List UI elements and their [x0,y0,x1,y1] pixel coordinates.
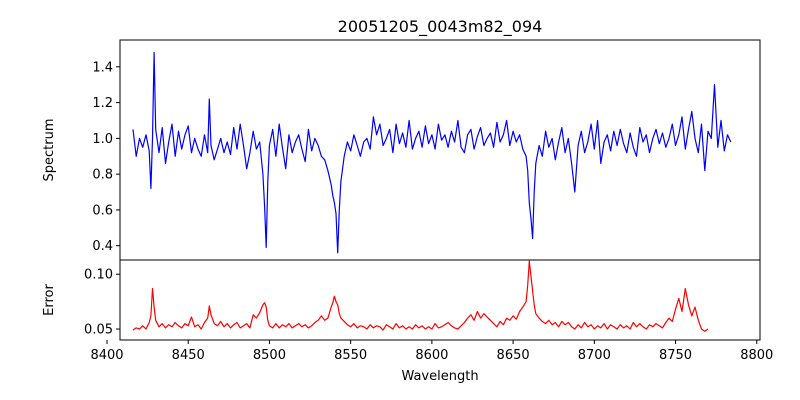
spectrum-y-tick-label: 0.8 [92,168,113,183]
spectrum-panel: 0.4 0.6 0.8 1.0 1.2 1.4 Spectrum [42,39,761,261]
x-axis-label: Wavelength [401,369,478,384]
error-y-tick-label: 0.05 [84,323,113,338]
spectrum-y-tick-label: 0.4 [92,239,113,254]
error-y-label: Error [42,284,57,316]
error-y-axis: 0.05 0.10 [84,268,120,338]
wavelength-x-axis: 8400 8450 8500 8550 8600 8650 8700 8750 8800 [90,340,773,363]
spectrum-y-tick-label: 1.4 [92,60,113,75]
x-tick-label: 8600 [415,348,448,363]
spectrum-y-axis: 0.4 0.6 0.8 1.0 1.2 1.4 [92,60,120,254]
spectrum-y-tick-label: 0.6 [92,203,113,218]
x-tick-label: 8500 [253,348,286,363]
spectrum-axes-frame [119,39,761,261]
error-panel: 0.05 0.10 8400 8450 8500 8550 8600 8650 8700 875… [42,259,773,384]
error-axes-frame [119,259,761,341]
spectrum-y-tick-label: 1.2 [92,96,113,111]
error-series-line [132,260,709,332]
x-tick-label: 8750 [659,348,692,363]
x-tick-label: 8800 [740,348,773,363]
chart-title: 20051205_0043m82_094 [338,17,543,37]
x-tick-label: 8450 [172,348,205,363]
spectrum-series-group [132,51,732,254]
x-tick-label: 8550 [334,348,367,363]
x-tick-label: 8700 [578,348,611,363]
error-y-tick-label: 0.10 [84,268,113,283]
spectrum-y-tick-label: 1.0 [92,132,113,147]
x-tick-label: 8400 [90,348,123,363]
spectrum-y-label: Spectrum [42,119,57,182]
x-tick-label: 8650 [497,348,530,363]
spectrum-series-line [132,51,732,254]
error-series-group [132,260,709,332]
